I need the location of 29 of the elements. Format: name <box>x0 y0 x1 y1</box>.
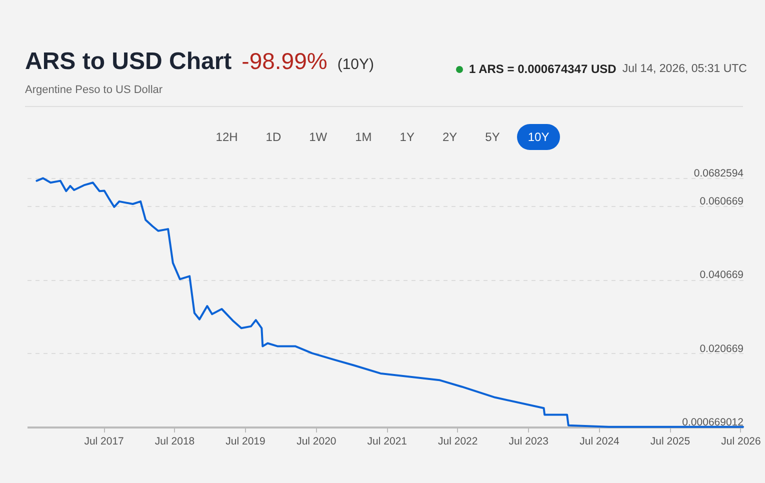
x-tick-label: Jul 2021 <box>367 436 408 448</box>
y-tick-label: 0.060669 <box>700 195 744 208</box>
chart-title: ARS to USD Chart <box>25 48 232 76</box>
y-tick-label: 0.020669 <box>700 342 744 355</box>
text: -98.99% <box>242 48 328 75</box>
text: 12H <box>214 129 239 146</box>
x-tick-label: Jul 2026 <box>721 436 761 448</box>
text: 1M <box>354 129 373 146</box>
x-tick-label: Jul 2024 <box>580 436 620 448</box>
text: 1D <box>264 129 282 146</box>
text: 2Y <box>441 129 458 146</box>
x-tick-label: Jul 2020 <box>296 436 336 448</box>
x-tick-label: Jul 2018 <box>154 436 195 448</box>
x-tick-label: Jul 2022 <box>438 436 478 448</box>
text: 5Y <box>484 129 501 146</box>
text: (10Y) <box>337 56 374 73</box>
y-tick-label: 0.000669012 <box>682 416 744 428</box>
x-tick-label: Jul 2023 <box>508 436 549 448</box>
text: 1 ARS = 0.000674347 USD <box>469 62 616 76</box>
chart-subtitle: Argentine Peso to US Dollar <box>25 84 163 96</box>
x-tick-label: Jul 2019 <box>226 436 266 448</box>
x-tick-label: Jul 2025 <box>650 436 690 448</box>
text: 1W <box>308 129 328 146</box>
text: 10Y <box>516 124 560 150</box>
text: 1Y <box>398 129 416 146</box>
x-tick-label: Jul 2017 <box>84 436 124 448</box>
y-tick-label: 0.0682594 <box>694 168 744 180</box>
y-tick-label: 0.040669 <box>700 269 744 282</box>
text: Jul 14, 2026, 05:31 UTC <box>622 63 747 75</box>
